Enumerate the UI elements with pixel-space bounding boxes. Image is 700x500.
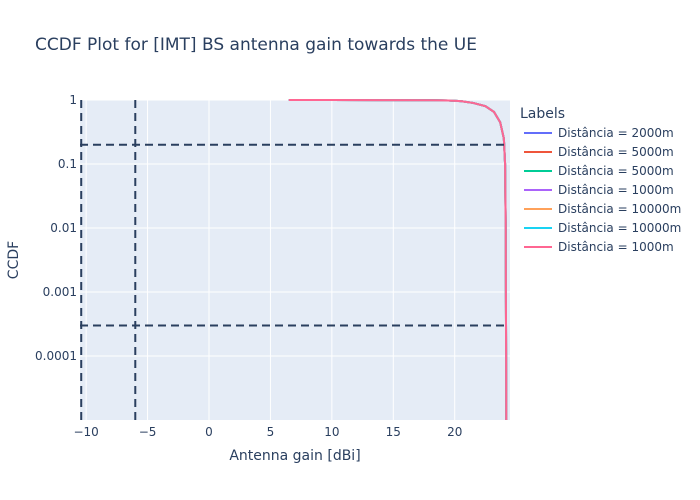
x-tick-label: 20 [447,425,462,439]
x-tick-label: −10 [73,425,98,439]
legend-label: Distância = 1000m [558,240,674,254]
legend-label: Distância = 10000m [558,221,681,235]
legend-items: Distância = 2000m Distância = 5000m Distân… [524,126,681,254]
legend[interactable]: Labels Distância = 2000m Distância = 5000… [520,106,681,254]
x-tick-label: 15 [386,425,401,439]
legend-item[interactable]: Distância = 1000m [524,183,674,197]
x-axis-title: Antenna gain [dBi] [229,448,360,464]
legend-item[interactable]: Distância = 5000m [524,164,674,178]
x-tick-label: 5 [267,425,275,439]
legend-item[interactable]: Distância = 10000m [524,221,681,235]
legend-item[interactable]: Distância = 1000m [524,240,674,254]
legend-label: Distância = 5000m [558,164,674,178]
legend-title: Labels [520,106,565,122]
legend-label: Distância = 1000m [558,183,674,197]
x-tick-label: 0 [205,425,213,439]
y-tick-label: 0.01 [50,221,77,235]
plot-area[interactable] [80,100,510,420]
y-axis-title: CCDF [6,241,22,279]
x-tick-label: 10 [324,425,339,439]
y-tick-label: 0.0001 [35,349,77,363]
legend-label: Distância = 5000m [558,145,674,159]
legend-label: Distância = 10000m [558,202,681,216]
tick-labels: −10 −5 0 5 10 15 20 1 0.1 0.01 0.001 0.0001 [35,93,462,439]
reference-lines [80,100,504,420]
legend-label: Distância = 2000m [558,126,674,140]
grid-lines [80,99,510,420]
legend-item[interactable]: Distância = 5000m [524,145,674,159]
y-tick-label: 1 [69,93,77,107]
y-tick-label: 0.1 [58,157,77,171]
legend-item[interactable]: Distância = 2000m [524,126,674,140]
series-lines [288,99,508,421]
series-line-7[interactable] [288,99,508,421]
chart-title: CCDF Plot for [IMT] BS antenna gain towa… [35,35,477,55]
legend-item[interactable]: Distância = 10000m [524,202,681,216]
y-tick-label: 0.001 [43,285,77,299]
x-tick-label: −5 [139,425,157,439]
